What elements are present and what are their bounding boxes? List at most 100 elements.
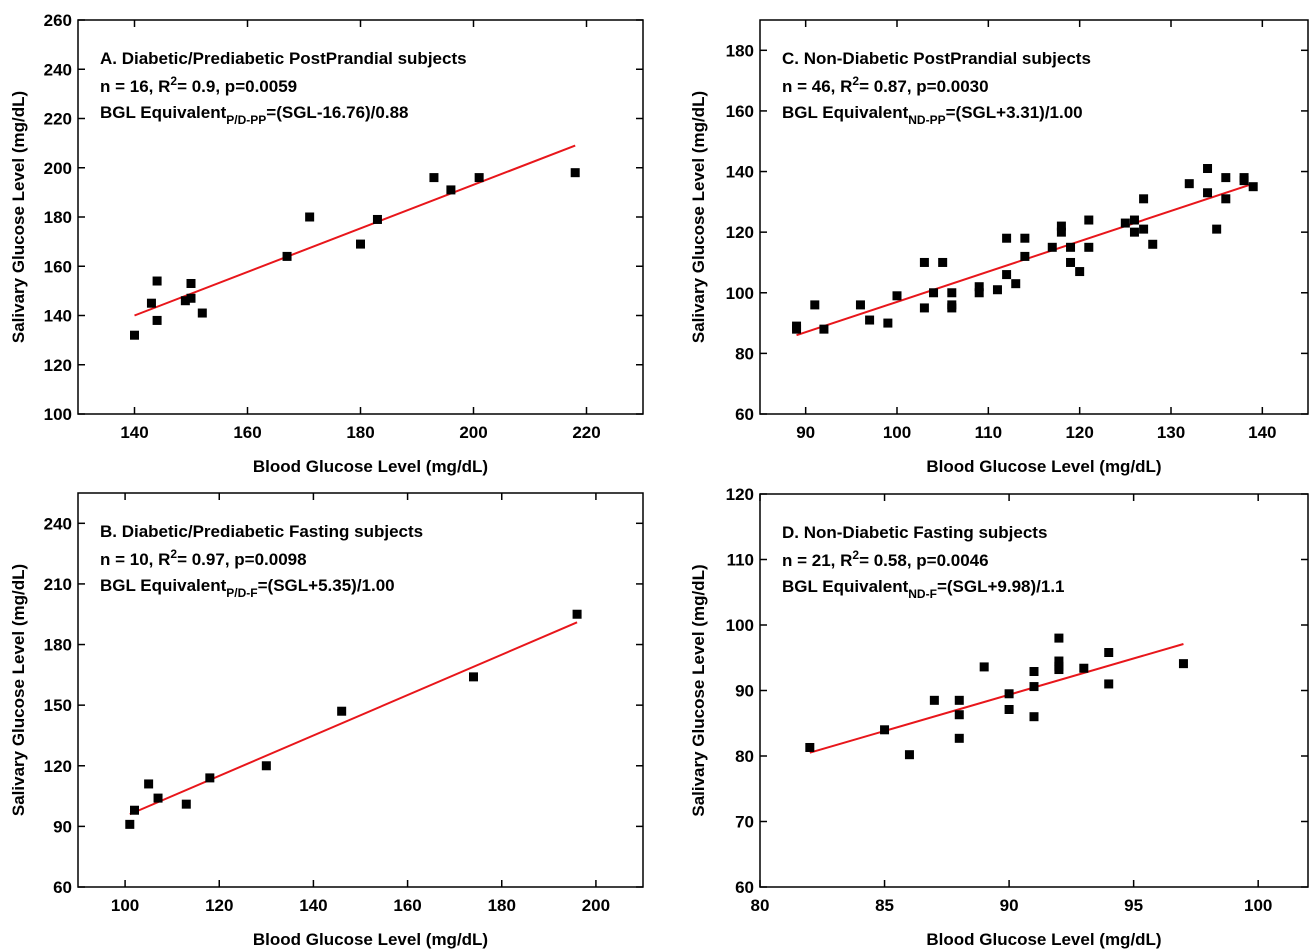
equation-text: BGL EquivalentND-F=(SGL+9.98)/1.1 <box>782 577 1065 601</box>
data-point <box>356 239 365 249</box>
equation-part: BGL Equivalent <box>100 576 227 595</box>
data-point <box>865 315 875 325</box>
data-point <box>1084 215 1094 225</box>
data-point <box>429 173 439 183</box>
data-point <box>1079 663 1089 673</box>
data-point <box>1104 679 1114 689</box>
equation-part: BGL Equivalent <box>782 103 909 122</box>
y-tick-label: 240 <box>44 60 72 79</box>
data-point <box>1011 279 1021 289</box>
fit-line <box>129 621 578 816</box>
stats-part: 2 <box>170 547 177 561</box>
stats-part: 2 <box>852 548 859 562</box>
fit-line <box>809 643 1184 754</box>
data-point <box>979 662 989 672</box>
data-point <box>1029 667 1039 677</box>
x-tick-label: 120 <box>1065 423 1093 442</box>
y-tick-label: 120 <box>44 356 72 375</box>
y-tick-label: 90 <box>53 817 72 836</box>
x-axis-label: Blood Glucose Level (mg/dL) <box>926 457 1161 476</box>
y-tick-label: 120 <box>726 485 754 504</box>
equation-part: =(SGL+3.31)/1.00 <box>946 103 1083 122</box>
stats-part: = 0.97, p=0.0098 <box>177 550 307 569</box>
data-point <box>855 300 865 310</box>
stats-text: n = 21, R2= 0.58, p=0.0046 <box>782 548 989 570</box>
x-tick-label: 100 <box>111 896 139 915</box>
data-point <box>1203 188 1213 198</box>
data-point <box>1029 712 1039 722</box>
data-point <box>1203 164 1213 174</box>
data-point <box>883 318 893 328</box>
equation-part: BGL Equivalent <box>100 103 227 122</box>
stats-part: n = 46, R <box>782 77 852 96</box>
y-tick-label: 200 <box>44 159 72 178</box>
plot-frame <box>77 492 644 888</box>
plot-frame <box>759 19 1309 415</box>
data-point <box>1004 704 1014 714</box>
y-tick-label: 140 <box>726 163 754 182</box>
data-point <box>892 291 902 301</box>
y-tick-label: 100 <box>726 616 754 635</box>
data-point <box>474 173 484 183</box>
data-point <box>1248 182 1258 192</box>
stats-part: = 0.9, p=0.0059 <box>177 77 297 96</box>
y-tick-label: 70 <box>735 813 754 832</box>
x-tick-label: 160 <box>393 896 421 915</box>
data-point <box>261 761 271 771</box>
data-point <box>904 750 914 760</box>
equation-part: =(SGL+5.35)/1.00 <box>258 576 395 595</box>
stats-part: n = 16, R <box>100 77 170 96</box>
data-point <box>1029 682 1039 692</box>
data-point <box>1139 194 1149 204</box>
equation-part: P/D-F <box>226 586 257 600</box>
data-point <box>305 212 315 222</box>
x-tick-label: 140 <box>1248 423 1276 442</box>
panel-title: B. Diabetic/Prediabetic Fasting subjects <box>100 522 423 541</box>
data-point <box>181 799 191 809</box>
stats-part: 2 <box>852 74 859 88</box>
x-tick-label: 85 <box>875 896 894 915</box>
x-tick-label: 160 <box>233 423 261 442</box>
y-tick-label: 160 <box>726 102 754 121</box>
y-axis-label: Salivary Glucose Level (mg/dL) <box>9 564 28 816</box>
data-point <box>1212 224 1222 234</box>
fit-line <box>134 144 576 317</box>
data-point <box>130 805 139 815</box>
data-point <box>153 793 163 803</box>
data-point <box>446 185 456 195</box>
data-point <box>1002 270 1012 280</box>
stats-part: n = 10, R <box>100 550 170 569</box>
stats-text: n = 46, R2= 0.87, p=0.0030 <box>782 74 989 96</box>
x-tick-label: 200 <box>459 423 487 442</box>
y-tick-label: 60 <box>53 878 72 897</box>
equation-part: BGL Equivalent <box>782 577 909 596</box>
data-point <box>805 742 815 752</box>
data-point <box>205 773 215 783</box>
panel-title: D. Non-Diabetic Fasting subjects <box>782 523 1047 542</box>
stats-text: n = 16, R2= 0.9, p=0.0059 <box>100 74 297 96</box>
equation-text: BGL EquivalentND-PP=(SGL+3.31)/1.00 <box>782 103 1083 127</box>
data-point <box>974 288 984 298</box>
data-point <box>1054 665 1064 675</box>
data-point <box>1184 179 1194 189</box>
data-point <box>929 695 939 705</box>
data-point <box>282 251 292 261</box>
data-point <box>974 282 984 292</box>
data-point <box>1056 227 1066 237</box>
x-tick-label: 90 <box>1000 896 1019 915</box>
data-point <box>1054 656 1064 666</box>
data-point <box>880 725 890 735</box>
y-tick-label: 120 <box>44 757 72 776</box>
data-point <box>146 298 156 308</box>
data-point <box>1120 218 1130 228</box>
data-point <box>1084 242 1094 252</box>
equation-part: P/D-PP <box>226 113 266 127</box>
data-point <box>1104 648 1114 658</box>
x-tick-label: 140 <box>299 896 327 915</box>
y-axis-label: Salivary Glucose Level (mg/dL) <box>689 564 708 816</box>
x-tick-label: 220 <box>572 423 600 442</box>
stats-part: = 0.58, p=0.0046 <box>859 551 989 570</box>
data-point <box>1066 257 1076 267</box>
y-tick-label: 110 <box>727 551 754 570</box>
equation-part: =(SGL+9.98)/1.1 <box>937 577 1065 596</box>
